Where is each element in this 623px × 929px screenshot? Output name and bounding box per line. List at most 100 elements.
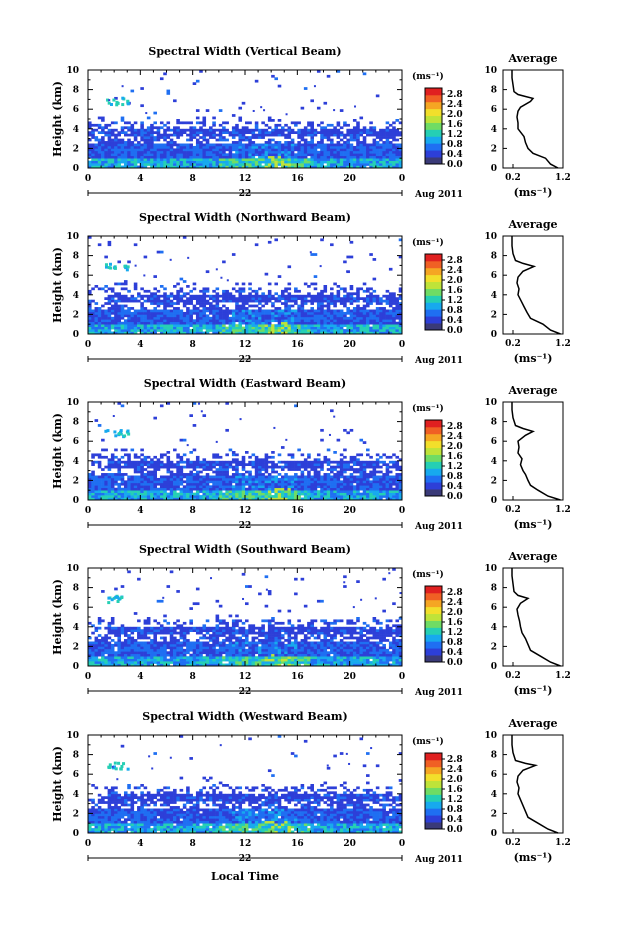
heatmap-cell — [110, 304, 115, 308]
heatmap-cell — [375, 465, 380, 469]
heatmap-cell — [146, 482, 151, 486]
heatmap-cell — [107, 299, 112, 303]
heatmap-cell — [336, 485, 341, 489]
heatmap-cell — [169, 480, 174, 484]
heatmap-cell — [333, 155, 337, 159]
heatmap-cell — [323, 497, 328, 501]
heatmap-cell — [130, 477, 135, 481]
heatmap-cell — [137, 148, 141, 152]
heatmap-cell — [97, 424, 102, 427]
colorbar-swatch — [425, 489, 442, 497]
heatmap-cell — [258, 297, 262, 300]
heatmap-cell — [271, 495, 275, 498]
heatmap-cell — [392, 311, 396, 315]
heatmap-cell — [130, 123, 135, 127]
heatmap-cell — [343, 160, 347, 164]
heatmap-cell — [205, 492, 210, 496]
heatmap-cell — [261, 165, 265, 169]
heatmap-cell — [94, 307, 99, 310]
heatmap-cell — [97, 485, 102, 489]
heatmap-cell — [369, 302, 373, 305]
heatmap-cell — [130, 314, 135, 318]
heatmap-cell — [133, 138, 138, 142]
heatmap-cell — [192, 463, 197, 466]
heatmap-cell — [120, 297, 125, 300]
heatmap-cell — [163, 145, 167, 149]
heatmap-cell — [179, 470, 184, 474]
heatmap-cell — [346, 492, 350, 496]
heatmap-cell — [385, 316, 390, 320]
heatmap-cell — [379, 319, 383, 323]
heatmap-cell — [202, 302, 207, 305]
heatmap-cell — [107, 458, 112, 462]
heatmap-cell — [277, 465, 282, 469]
heatmap-cell — [137, 480, 141, 484]
heatmap-cell — [94, 419, 99, 422]
heatmap-cell — [254, 468, 259, 471]
heatmap-cell — [202, 492, 207, 496]
heatmap-cell — [290, 145, 295, 149]
heatmap-cell — [323, 460, 328, 464]
heatmap-cell — [388, 165, 393, 169]
heatmap-cell — [346, 138, 350, 142]
heatmap-cell — [346, 311, 350, 315]
heatmap-cell — [156, 319, 161, 323]
heatmap-cell — [156, 294, 161, 298]
heatmap-cell — [339, 109, 344, 112]
heatmap-cell — [137, 294, 141, 298]
heatmap-cell — [235, 145, 239, 149]
heatmap-cell — [153, 460, 157, 464]
heatmap-cell — [173, 321, 177, 325]
heatmap-cell — [346, 158, 350, 161]
heatmap-cell — [267, 497, 272, 501]
heatmap-cell — [153, 321, 157, 325]
heatmap-cell — [133, 314, 138, 318]
heatmap-cell — [310, 128, 314, 132]
heatmap-cell — [271, 155, 275, 159]
heatmap-cell — [356, 470, 360, 474]
heatmap-cell — [215, 460, 220, 464]
heatmap-cell — [310, 307, 314, 310]
heatmap-cell — [104, 314, 108, 318]
heatmap-cell — [114, 150, 118, 154]
heatmap-cell — [245, 307, 249, 310]
heatmap-cell — [362, 311, 367, 315]
heatmap-cell — [356, 163, 360, 166]
heatmap-cell — [212, 470, 216, 474]
heatmap-cell — [88, 292, 92, 296]
heatmap-cell — [398, 314, 403, 318]
heatmap-cell — [104, 160, 108, 164]
heatmap-cell — [146, 487, 151, 491]
heatmap-cell — [310, 131, 314, 134]
heatmap-cell — [97, 319, 102, 323]
heatmap-cell — [333, 311, 337, 315]
heatmap-cell — [176, 331, 180, 335]
heatmap-cell — [163, 143, 167, 147]
heatmap-cell — [254, 163, 259, 166]
heatmap-cell — [346, 294, 350, 298]
heatmap-cell — [130, 329, 135, 332]
heatmap-cell — [290, 304, 295, 308]
heatmap-cell — [241, 101, 246, 105]
heatmap-cell — [297, 465, 301, 469]
heatmap-cell — [356, 131, 360, 134]
heatmap-cell — [120, 126, 125, 130]
x-tick-label: 4 — [137, 506, 143, 516]
heatmap-cell — [199, 309, 203, 313]
heatmap-cell — [258, 307, 262, 310]
heatmap-cell — [392, 292, 396, 296]
heatmap-cell — [150, 329, 154, 332]
heatmap-cell — [330, 309, 334, 313]
heatmap-cell — [388, 304, 393, 308]
heatmap-cell — [248, 482, 252, 486]
heatmap-cell — [146, 141, 151, 144]
heatmap-cell — [356, 487, 360, 491]
heatmap-cell — [392, 487, 396, 491]
heatmap-cell — [245, 294, 249, 298]
heatmap-cell — [114, 329, 118, 332]
heatmap-cell — [336, 473, 341, 476]
heatmap-cell — [310, 133, 314, 137]
heatmap-cell — [316, 329, 321, 332]
heatmap-cell — [117, 282, 122, 286]
heatmap-cell — [114, 294, 118, 298]
